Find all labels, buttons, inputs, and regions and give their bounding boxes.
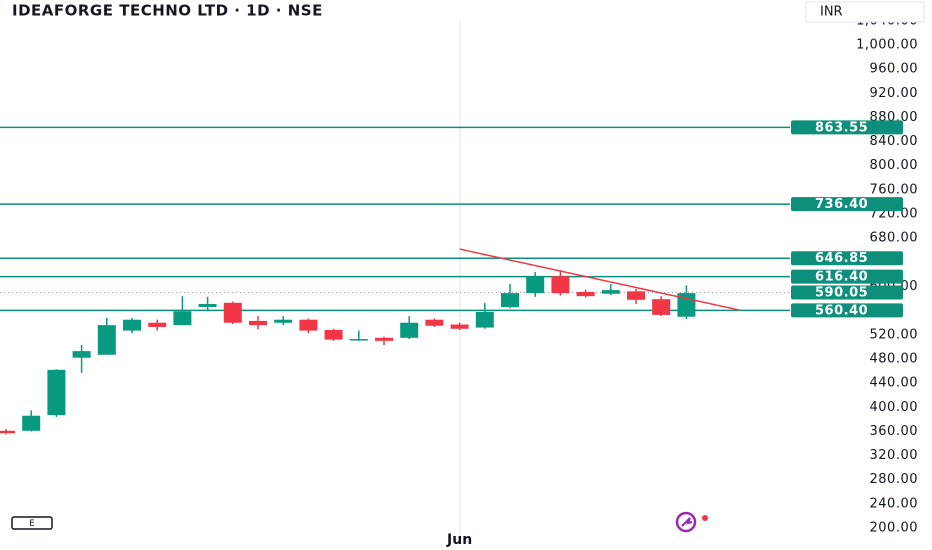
y-tick-label: 400.00 [870, 400, 919, 415]
candle-body [97, 325, 116, 355]
y-tick-label: 680.00 [870, 231, 919, 246]
candle-body [299, 319, 318, 331]
y-tick-label: 800.00 [870, 158, 919, 173]
level-label: 863.55 [815, 120, 868, 135]
y-tick-label: 480.00 [870, 351, 919, 366]
y-tick-label: 520.00 [870, 327, 919, 342]
candle-body [601, 290, 620, 294]
level-label-box [791, 269, 903, 284]
candle-body [652, 299, 671, 315]
candle-body [375, 337, 393, 341]
candle-body [349, 339, 368, 341]
candle-body [72, 351, 91, 358]
y-tick-label: 240.00 [870, 496, 919, 511]
y-tick-label: 440.00 [870, 376, 919, 391]
candle-body [576, 291, 595, 297]
candle-body [551, 276, 570, 294]
level-label: 736.40 [815, 197, 868, 212]
chart-title: IDEAFORGE TECHNO LTD · 1D · NSE [12, 2, 323, 20]
y-tick-label: 1,000.00 [856, 37, 918, 52]
currency-box [805, 1, 925, 23]
candle-body [425, 319, 444, 326]
scale-button-label[interactable]: E [29, 519, 35, 529]
candle-body [22, 415, 41, 431]
candle-body [123, 319, 141, 331]
y-tick-label: 960.00 [870, 62, 919, 77]
x-tick-label: Jun [446, 532, 472, 548]
y-tick-label: 320.00 [870, 448, 919, 463]
level-label: 616.40 [815, 270, 868, 285]
candle-body [475, 311, 494, 328]
level-label: 560.40 [815, 303, 868, 318]
trendline [459, 248, 740, 311]
level-label: 590.05 [815, 286, 868, 301]
candle-body [198, 304, 217, 308]
level-label-box [791, 285, 903, 300]
candle-body [47, 369, 66, 416]
logo [675, 511, 708, 533]
candle-body [274, 319, 293, 323]
y-tick-label: 920.00 [870, 86, 919, 101]
scale-button[interactable] [11, 516, 53, 530]
candle-body [173, 311, 192, 326]
y-tick-label: 840.00 [870, 134, 919, 149]
candle-body [148, 322, 167, 327]
candle-body [223, 302, 242, 323]
candle-body [0, 430, 15, 434]
y-tick-label: 360.00 [870, 424, 919, 439]
level-label-box [791, 197, 903, 212]
level-label-box [791, 120, 903, 135]
candle-body [526, 276, 545, 294]
y-tick-label: 760.00 [870, 182, 919, 197]
candle-body [400, 322, 419, 338]
currency: INR [820, 5, 843, 20]
level-label: 646.85 [815, 251, 868, 266]
candle-body [450, 324, 469, 329]
candle-body [627, 291, 645, 300]
candle-body [249, 320, 267, 326]
candle-body [324, 329, 343, 340]
candle-body [501, 293, 519, 308]
y-tick-label: 280.00 [870, 472, 919, 487]
level-label-box [791, 251, 903, 266]
y-tick-label: 200.00 [870, 521, 919, 536]
level-label-box [791, 303, 903, 318]
